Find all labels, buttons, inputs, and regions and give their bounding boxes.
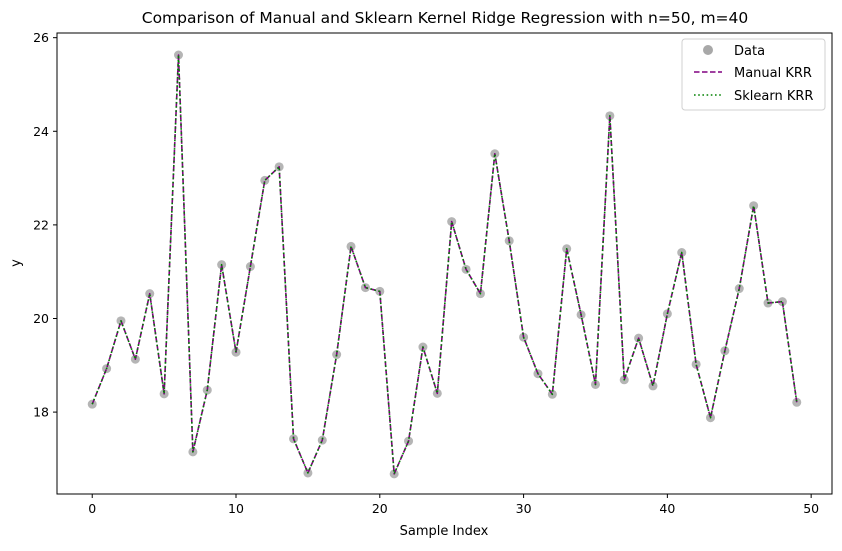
regression-lines — [91, 54, 798, 475]
data-point — [346, 241, 356, 251]
y-tick-label: 18 — [33, 405, 49, 420]
legend-manual-label: Manual KRR — [734, 66, 812, 81]
data-point — [648, 381, 658, 391]
sklearn-krr-line — [91, 54, 798, 475]
x-tick-label: 10 — [228, 501, 244, 516]
x-tick-label: 30 — [516, 501, 532, 516]
legend-sklearn-label: Sklearn KRR — [734, 89, 813, 104]
data-point — [749, 201, 759, 211]
chart-title: Comparison of Manual and Sklearn Kernel … — [142, 9, 749, 27]
y-tick-label: 22 — [33, 217, 49, 232]
y-tick-label: 26 — [33, 30, 49, 45]
data-point — [691, 359, 701, 369]
y-tick-label: 24 — [33, 124, 49, 139]
x-tick-label: 40 — [659, 501, 675, 516]
x-axis-label: Sample Index — [400, 524, 489, 539]
x-tick-label: 0 — [88, 501, 96, 516]
legend-frame — [681, 38, 826, 111]
legend-data-label: Data — [734, 44, 765, 59]
data-point — [87, 399, 97, 409]
y-tick-label: 20 — [33, 311, 49, 326]
x-tick-label: 50 — [803, 501, 819, 516]
y-axis-label: y — [9, 259, 24, 267]
data-points — [87, 50, 802, 479]
plot-frame — [56, 32, 833, 495]
x-tick-label: 20 — [372, 501, 388, 516]
legend-data-marker — [703, 45, 713, 55]
data-point — [777, 297, 787, 307]
x-axis-ticks: 0 10 20 30 40 50 — [88, 494, 819, 516]
y-axis-ticks: 18 20 22 24 26 — [33, 30, 57, 420]
legend: Data Manual KRR Sklearn KRR — [681, 38, 826, 111]
